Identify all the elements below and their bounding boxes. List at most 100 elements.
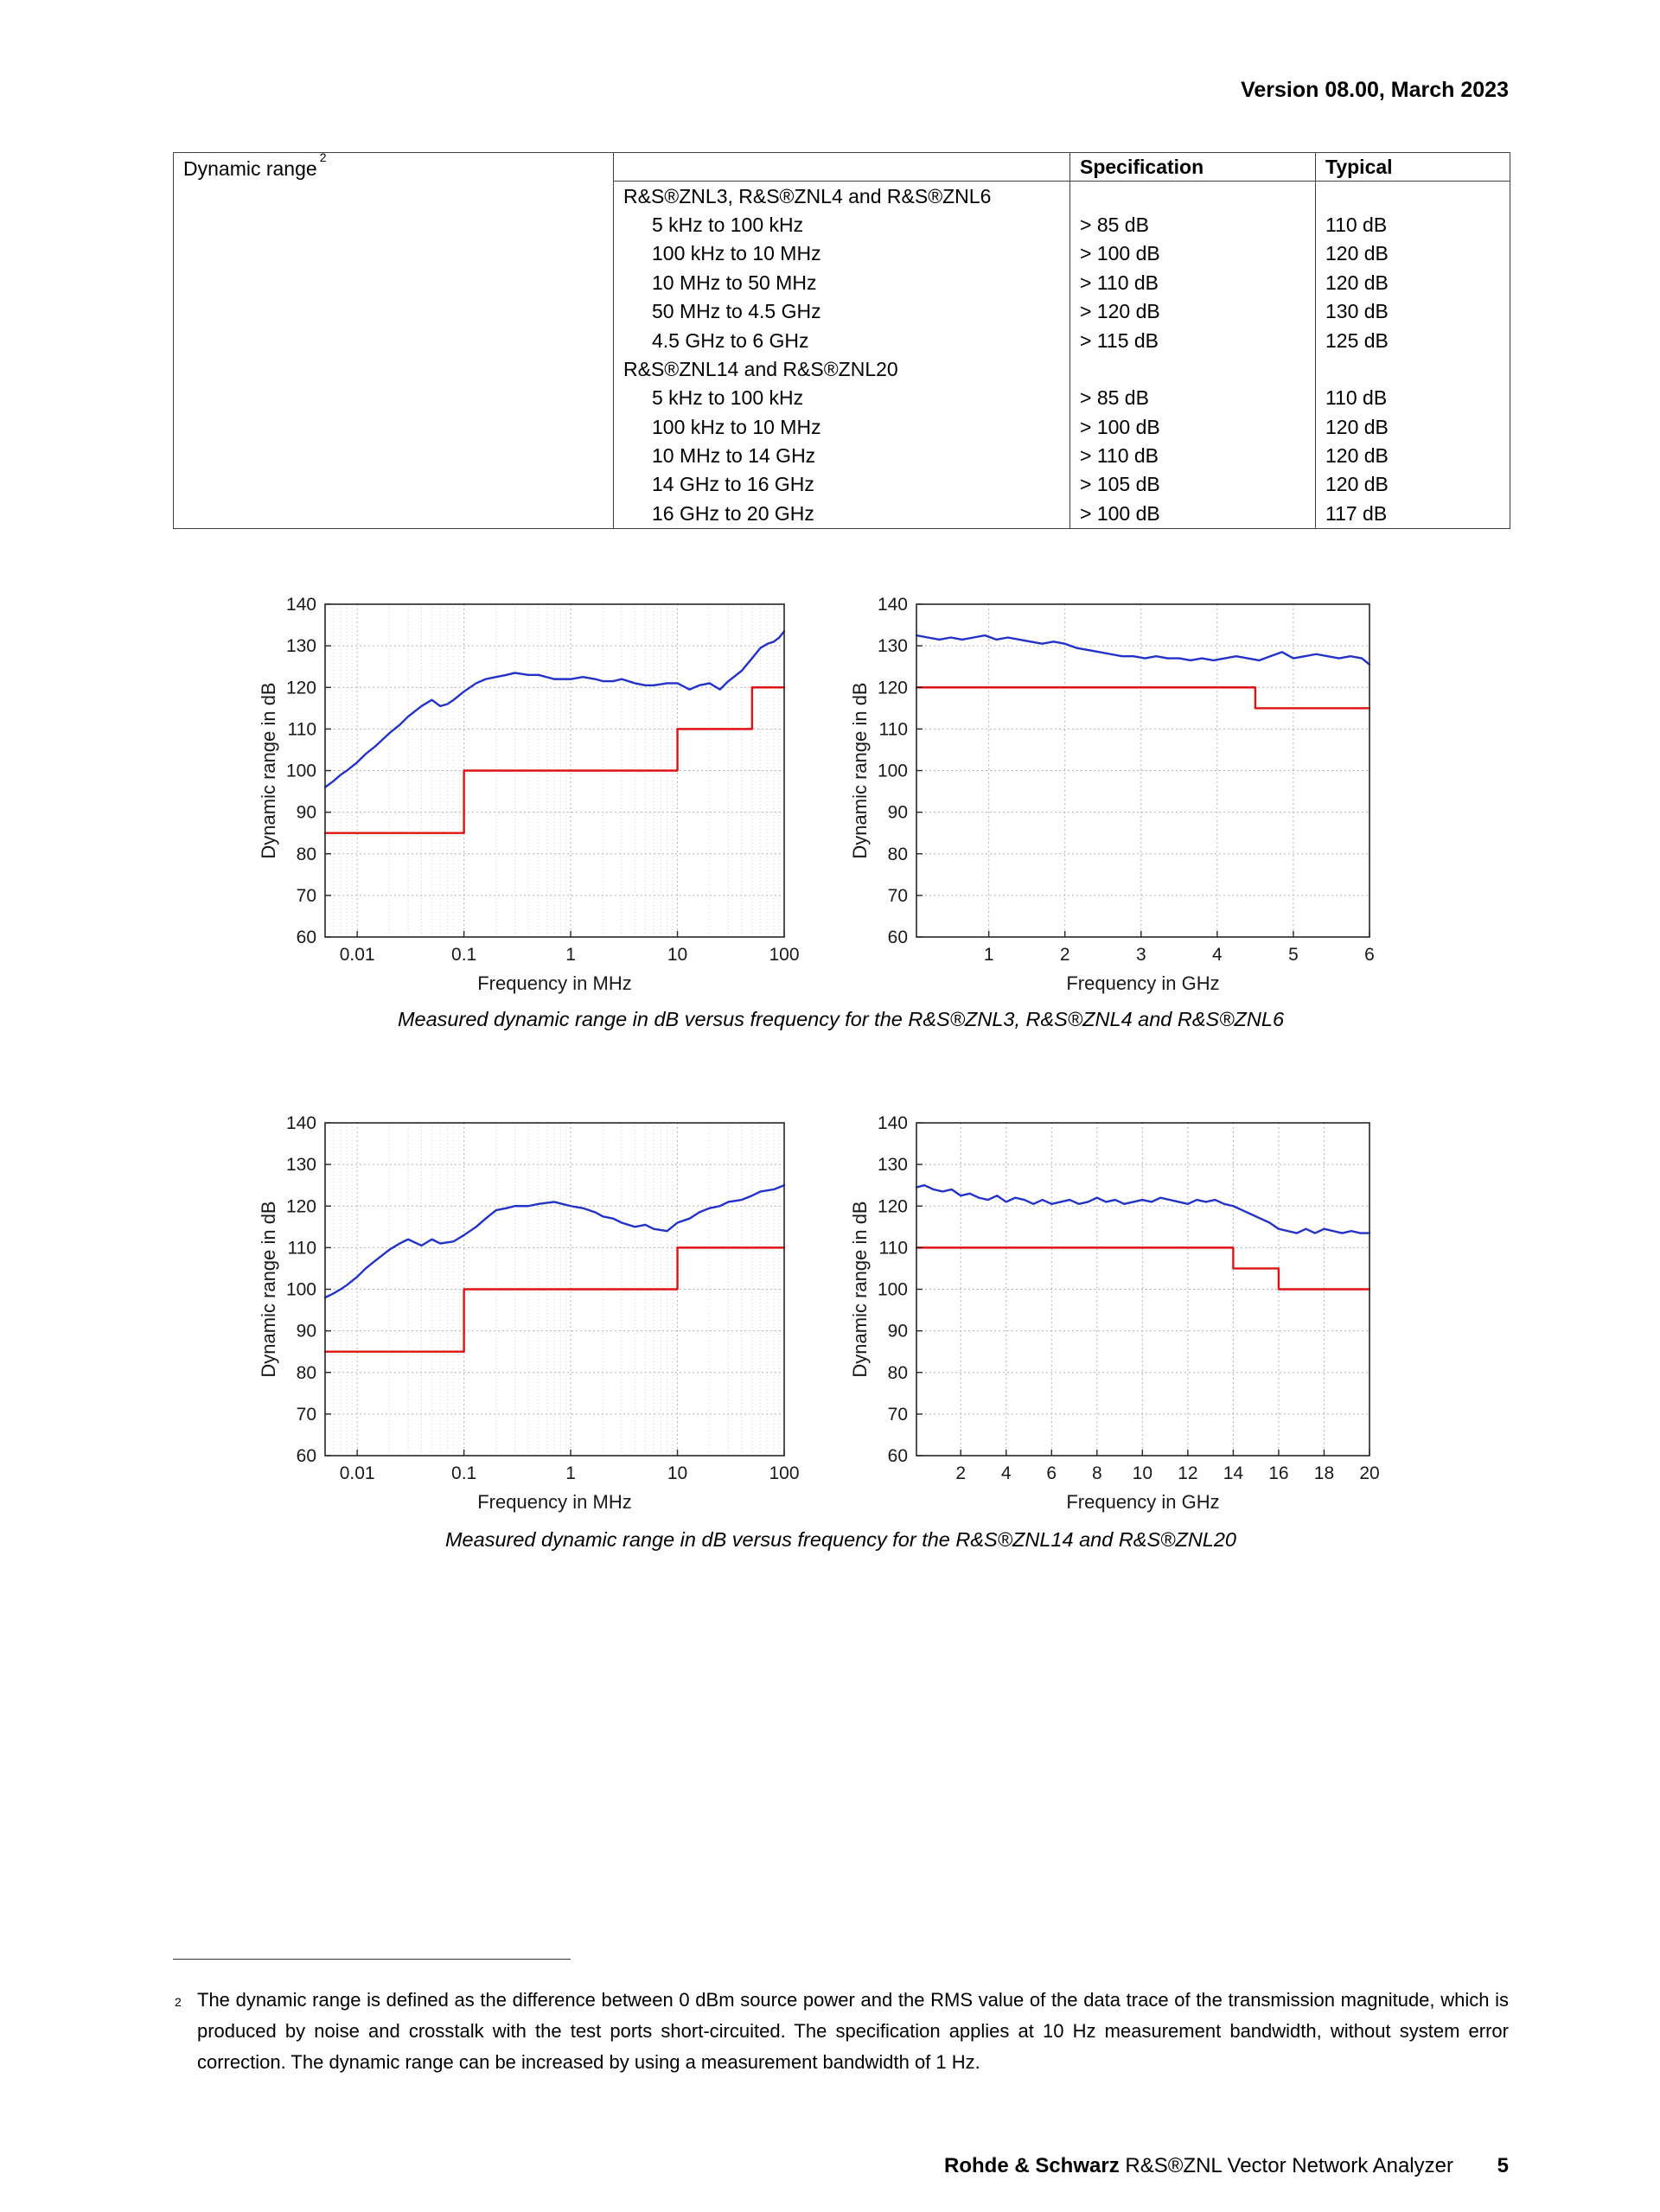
caption-znl346: Measured dynamic range in dB versus freq…: [397, 1008, 1285, 1030]
chart-znl1420-ghz-canvas: 2 4 6 8 10 12 14 16 18 20 60 70 80 90 100 110 120 130 140 F…: [849, 1113, 1380, 1513]
freq-range-cell: 50 MHz to 4.5 GHz: [652, 300, 821, 323]
svg-text:60: 60: [297, 1446, 316, 1466]
svg-text:0.01: 0.01: [340, 1463, 375, 1483]
version-header: Version 08.00, March 2023: [1241, 78, 1509, 102]
typical-value-cell: 120 dB: [1315, 412, 1510, 442]
page-number: 5: [1497, 2154, 1509, 2177]
svg-text:110: 110: [879, 719, 908, 739]
svg-text:5: 5: [1288, 945, 1299, 965]
table-row-label-text: Dynamic range: [183, 157, 317, 180]
chart-znl1420-mhz: 0.01 0.1 1 10 100 60 70 80 90 100 110 120 130 140 Freq…: [251, 1103, 821, 1539]
svg-text:60: 60: [888, 928, 908, 947]
freq-range-cell: 4.5 GHz to 6 GHz: [652, 328, 809, 352]
chart-znl346-ghz-canvas: 1 2 3 4 5 6 60 70 80 90 100 110 120 130 140 Frequency i…: [849, 595, 1375, 994]
typical-value-cell: 120 dB: [1315, 268, 1510, 297]
svg-text:140: 140: [878, 595, 908, 615]
typical-value-cell: 120 dB: [1315, 441, 1510, 471]
svg-text:130: 130: [878, 1155, 908, 1175]
section-header-znl346: R&S®ZNL3, R&S®ZNL4 and R&S®ZNL6: [623, 184, 992, 207]
svg-text:90: 90: [297, 803, 316, 823]
spec-value-cell: > 100 dB: [1069, 239, 1315, 269]
svg-text:20: 20: [1359, 1463, 1379, 1483]
footnote-marker: 2: [175, 1995, 182, 2009]
spec-value-cell: > 100 dB: [1069, 412, 1315, 442]
svg-text:110: 110: [288, 719, 316, 739]
dynamic-range-spec-table: Dynamic range 2 Specification Typical R&S…: [173, 152, 1510, 530]
svg-text:70: 70: [888, 886, 908, 906]
svg-text:120: 120: [878, 1196, 908, 1216]
svg-text:1: 1: [984, 945, 994, 965]
svg-text:130: 130: [286, 1155, 316, 1175]
freq-range-cell: 5 kHz to 100 kHz: [652, 213, 804, 236]
chart-znl346-mhz-canvas: 0.01 0.1 1 10 10060708090100110120130140Freq…: [258, 595, 800, 994]
footnote-text: The dynamic range is defined as the diff…: [197, 1989, 1509, 2073]
svg-text:90: 90: [297, 1322, 316, 1342]
svg-text:90: 90: [888, 1322, 908, 1342]
svg-text:0.1: 0.1: [451, 1463, 476, 1483]
column-header-specification: Specification: [1069, 153, 1315, 182]
svg-text:1: 1: [565, 1463, 576, 1483]
svg-text:4: 4: [1001, 1463, 1012, 1483]
spec-value-cell: > 115 dB: [1069, 326, 1315, 355]
freq-range-cell: 16 GHz to 20 GHz: [652, 501, 814, 525]
svg-text:0.01: 0.01: [340, 945, 375, 965]
svg-text:140: 140: [286, 1113, 316, 1133]
empty-cell: [1315, 354, 1510, 385]
svg-text:110: 110: [879, 1238, 908, 1258]
svg-text:70: 70: [888, 1405, 908, 1425]
spec-value-cell: > 85 dB: [1069, 210, 1315, 240]
svg-text:120: 120: [286, 1196, 316, 1216]
spec-value-cell: > 110 dB: [1069, 268, 1315, 297]
typical-value-cell: 125 dB: [1315, 326, 1510, 355]
svg-text:6: 6: [1046, 1463, 1057, 1483]
spec-value-cell: > 100 dB: [1069, 499, 1315, 529]
svg-text:Frequency in MHz: Frequency in MHz: [477, 1491, 632, 1513]
column-header-typical: Typical: [1315, 153, 1510, 182]
svg-text:12: 12: [1178, 1463, 1197, 1483]
spec-value-cell: > 85 dB: [1069, 384, 1315, 413]
freq-range-cell: 100 kHz to 10 MHz: [652, 242, 821, 265]
svg-text:80: 80: [888, 1363, 908, 1383]
freq-range-cell: 10 MHz to 50 MHz: [652, 271, 817, 294]
empty-cell: [1315, 182, 1510, 211]
svg-text:0.1: 0.1: [451, 945, 476, 965]
svg-text:100: 100: [286, 762, 316, 781]
chart-znl346-ghz: 1 2 3 4 5 6 60 70 80 90 100 110 120 130 140 Frequency i…: [842, 584, 1413, 1021]
typical-value-cell: 120 dB: [1315, 239, 1510, 269]
svg-text:3: 3: [1136, 945, 1146, 965]
svg-text:Frequency in MHz: Frequency in MHz: [477, 972, 632, 994]
svg-text:100: 100: [769, 945, 799, 965]
empty-cell: [1069, 182, 1315, 211]
typical-value-cell: 110 dB: [1315, 384, 1510, 413]
table-row-label: Dynamic range 2: [174, 153, 614, 529]
svg-text:16: 16: [1268, 1463, 1288, 1483]
svg-text:Dynamic range in dB: Dynamic range in dB: [258, 1201, 279, 1377]
svg-text:6: 6: [1364, 945, 1375, 965]
svg-text:90: 90: [888, 803, 908, 823]
svg-text:120: 120: [286, 678, 316, 698]
svg-text:10: 10: [667, 1463, 687, 1483]
svg-text:10: 10: [667, 945, 687, 965]
svg-text:80: 80: [888, 845, 908, 864]
svg-text:4: 4: [1212, 945, 1223, 965]
svg-text:70: 70: [297, 886, 316, 906]
svg-text:10: 10: [1133, 1463, 1152, 1483]
svg-text:14: 14: [1223, 1463, 1244, 1483]
svg-text:Dynamic range in dB: Dynamic range in dB: [849, 1201, 871, 1377]
typical-value-cell: 130 dB: [1315, 296, 1510, 327]
section-header-znl1420: R&S®ZNL14 and R&S®ZNL20: [623, 357, 898, 380]
typical-value-cell: 120 dB: [1315, 470, 1510, 500]
svg-text:2: 2: [955, 1463, 966, 1483]
freq-range-cell: 5 kHz to 100 kHz: [652, 386, 804, 410]
svg-text:60: 60: [297, 928, 316, 947]
svg-text:80: 80: [297, 1363, 316, 1383]
footer-product: R&S®ZNL Vector Network Analyzer: [1125, 2154, 1453, 2177]
freq-range-cell: 100 kHz to 10 MHz: [652, 415, 821, 438]
svg-text:100: 100: [769, 1463, 799, 1483]
svg-text:140: 140: [286, 595, 316, 615]
freq-range-cell: 10 MHz to 14 GHz: [652, 444, 816, 468]
svg-text:100: 100: [878, 762, 908, 781]
chart-znl1420-mhz-canvas: 0.01 0.1 1 10 10060708090100110120130140Freq…: [258, 1113, 800, 1513]
typical-value-cell: 110 dB: [1315, 210, 1510, 240]
svg-text:140: 140: [878, 1113, 908, 1133]
